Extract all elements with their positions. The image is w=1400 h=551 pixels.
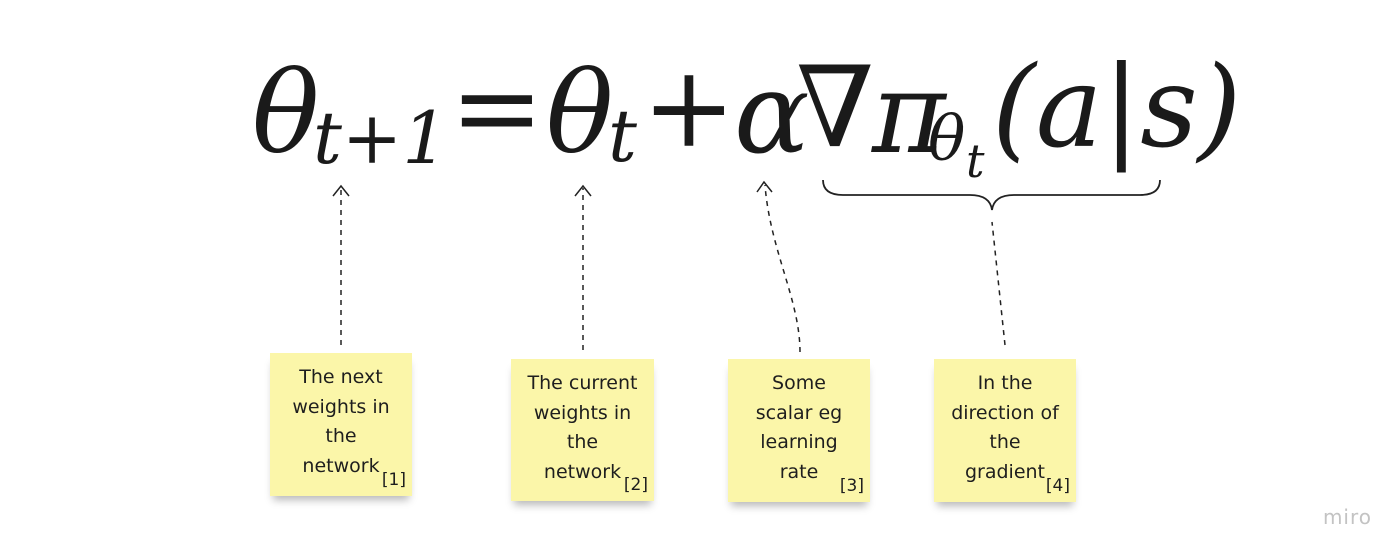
dashed-connector-3 [764,184,801,353]
formula-arguments: (a|s) [992,43,1242,173]
curly-brace [822,179,1161,211]
formula-pi: π [872,49,946,179]
formula-equals-sign: = [450,43,544,173]
formula-plus-sign: + [642,43,736,173]
sticky-note-3: Some scalar eg learning rate [3] [728,359,870,502]
sticky-note-4: In the direction of the gradient [4] [934,359,1076,502]
sticky-note-text: Some scalar eg learning rate [755,372,843,483]
formula-subscript-theta: θ [928,102,966,175]
formula-nabla: ∇ [796,43,875,173]
sticky-note-1: The next weights in the network [1] [270,353,412,496]
miro-watermark: miro [1322,505,1372,529]
arrowhead-1 [332,184,350,197]
sticky-note-ref: [2] [623,475,648,495]
sticky-note-text: The next weights in the network [292,366,390,477]
formula-theta: θ [252,49,320,179]
sticky-note-2: The current weights in the network [2] [511,359,654,501]
formula-subscript-sub-t: t [966,134,985,188]
sticky-note-ref: [3] [839,476,864,496]
dashed-connector-4 [991,221,1006,346]
formula-subscript-t-plus-1: t+1 [313,96,449,180]
formula-alpha: α [734,49,810,179]
arrowhead-2 [574,184,592,197]
formula-subscript-t: t [608,94,637,178]
sticky-note-text: In the direction of the gradient [951,372,1059,483]
formula-theta-current: θ [546,49,614,179]
sticky-note-text: The current weights in the network [527,372,638,483]
sticky-note-ref: [1] [381,470,406,490]
sticky-note-ref: [4] [1045,476,1070,496]
arrowhead-3 [756,180,773,193]
